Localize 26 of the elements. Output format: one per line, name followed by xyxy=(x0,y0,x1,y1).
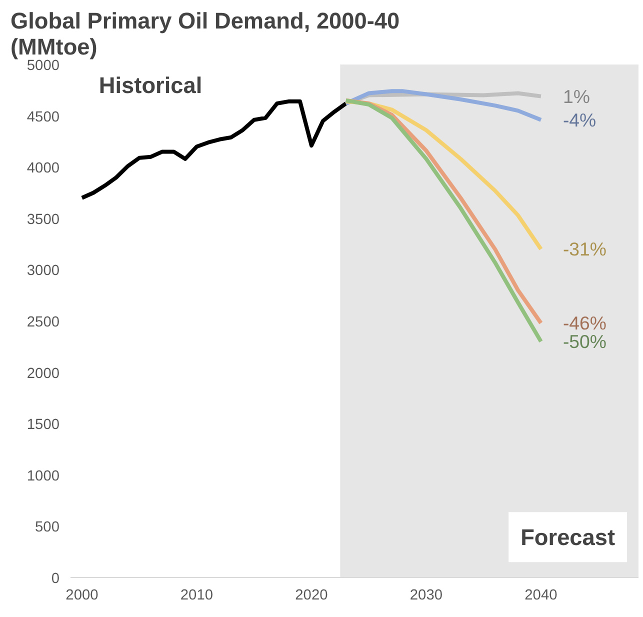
y-tick-label: 1000 xyxy=(26,468,60,484)
y-tick-label: 4000 xyxy=(26,160,60,177)
chart-title: Global Primary Oil Demand, 2000-40 (MMtoe) xyxy=(10,8,400,60)
x-tick-label: 2040 xyxy=(524,588,558,604)
x-tick-label: 2010 xyxy=(180,588,214,604)
y-tick-label: 1500 xyxy=(26,417,60,434)
y-tick-label: 2500 xyxy=(26,314,60,330)
band-label: Forecast xyxy=(520,524,616,550)
y-tick-label: 2000 xyxy=(26,366,60,382)
line-series xyxy=(344,89,543,122)
series-label: -31% xyxy=(562,238,607,260)
x-tick-label: 2000 xyxy=(66,588,98,604)
line-series xyxy=(80,99,348,200)
series-label: 1% xyxy=(562,86,590,107)
annotation: Historical xyxy=(98,72,202,98)
series-label: -4% xyxy=(562,109,596,130)
y-tick-label: 3500 xyxy=(26,212,60,228)
y-tick-label: 0 xyxy=(51,571,60,587)
y-tick-label: 4500 xyxy=(26,109,60,126)
x-tick-label: 2030 xyxy=(410,588,443,604)
y-tick-label: 3000 xyxy=(26,263,60,280)
x-tick-label: 2020 xyxy=(295,588,328,604)
series-label: -46% xyxy=(562,312,607,334)
series-label: -50% xyxy=(562,331,607,352)
y-tick-label: 5000 xyxy=(26,58,60,74)
y-tick-label: 500 xyxy=(35,520,60,536)
